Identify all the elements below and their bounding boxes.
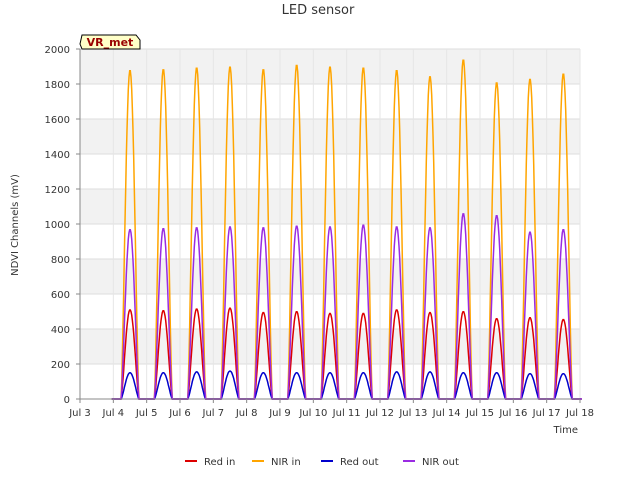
plot-band: [80, 259, 580, 294]
y-tick-label: 1800: [45, 80, 70, 91]
x-tick-label: Jul 7: [202, 408, 225, 419]
plot-background: [80, 49, 580, 399]
annotation-box: [79, 34, 141, 50]
legend-item-1: NIR in: [252, 457, 301, 468]
x-tick-label: Jul 14: [432, 408, 461, 419]
y-tick-label: 600: [51, 290, 70, 301]
x-tick-label: Jul 13: [398, 408, 427, 419]
y-tick-label: 1600: [45, 115, 70, 126]
x-axis-label: Time: [553, 425, 578, 436]
legend-item-2: Red out: [321, 457, 379, 468]
annotation-text: VR_met: [87, 36, 134, 49]
legend-label: Red in: [204, 457, 235, 468]
axes: 0 200 400 600 800 1000 1200 1400 1600 1800 2000 Jul…: [45, 45, 594, 419]
plot-band: [80, 154, 580, 189]
legend-label: NIR in: [271, 457, 301, 468]
legend-item-0: Red in: [185, 457, 235, 468]
plot-band: [80, 119, 580, 154]
x-tick-label: Jul 12: [365, 408, 394, 419]
x-tick-label: Jul 6: [168, 408, 191, 419]
y-tick-label: 200: [51, 360, 70, 371]
y-tick-label: 1000: [45, 220, 70, 231]
y-tick-label: 1400: [45, 150, 70, 161]
x-tick-label: Jul 11: [332, 408, 361, 419]
plot-band: [80, 294, 580, 329]
plot-band: [80, 49, 580, 84]
station-annotation: VR_met: [79, 34, 141, 50]
y-tick-label: 1200: [45, 185, 70, 196]
x-tick-label: Jul 4: [102, 408, 125, 419]
plot-band: [80, 329, 580, 364]
x-tick-label: Jul 10: [298, 408, 327, 419]
x-tick-label: Jul 5: [135, 408, 158, 419]
legend-label: Red out: [340, 457, 379, 468]
x-tick-label: Jul 15: [465, 408, 494, 419]
x-tick-label: Jul 18: [565, 408, 594, 419]
plot-band: [80, 364, 580, 399]
legend: Red in NIR in Red out NIR out: [185, 457, 459, 468]
chart-title: LED sensor: [282, 3, 355, 18]
y-tick-label: 0: [64, 395, 70, 406]
y-tick-label: 800: [51, 255, 70, 266]
plot-band: [80, 84, 580, 119]
plot-band: [80, 189, 580, 224]
plot-band: [80, 224, 580, 259]
legend-item-3: NIR out: [403, 457, 459, 468]
y-tick-label: 400: [51, 325, 70, 336]
y-tick-label: 2000: [45, 45, 70, 56]
legend-label: NIR out: [422, 457, 459, 468]
x-tick-label: Jul 17: [532, 408, 561, 419]
x-tick-label: Jul 3: [68, 408, 91, 419]
x-tick-label: Jul 16: [498, 408, 527, 419]
y-axis-label: NDVI Channels (mV): [10, 174, 21, 276]
x-tick-label: Jul 9: [268, 408, 291, 419]
x-tick-label: Jul 8: [235, 408, 258, 419]
